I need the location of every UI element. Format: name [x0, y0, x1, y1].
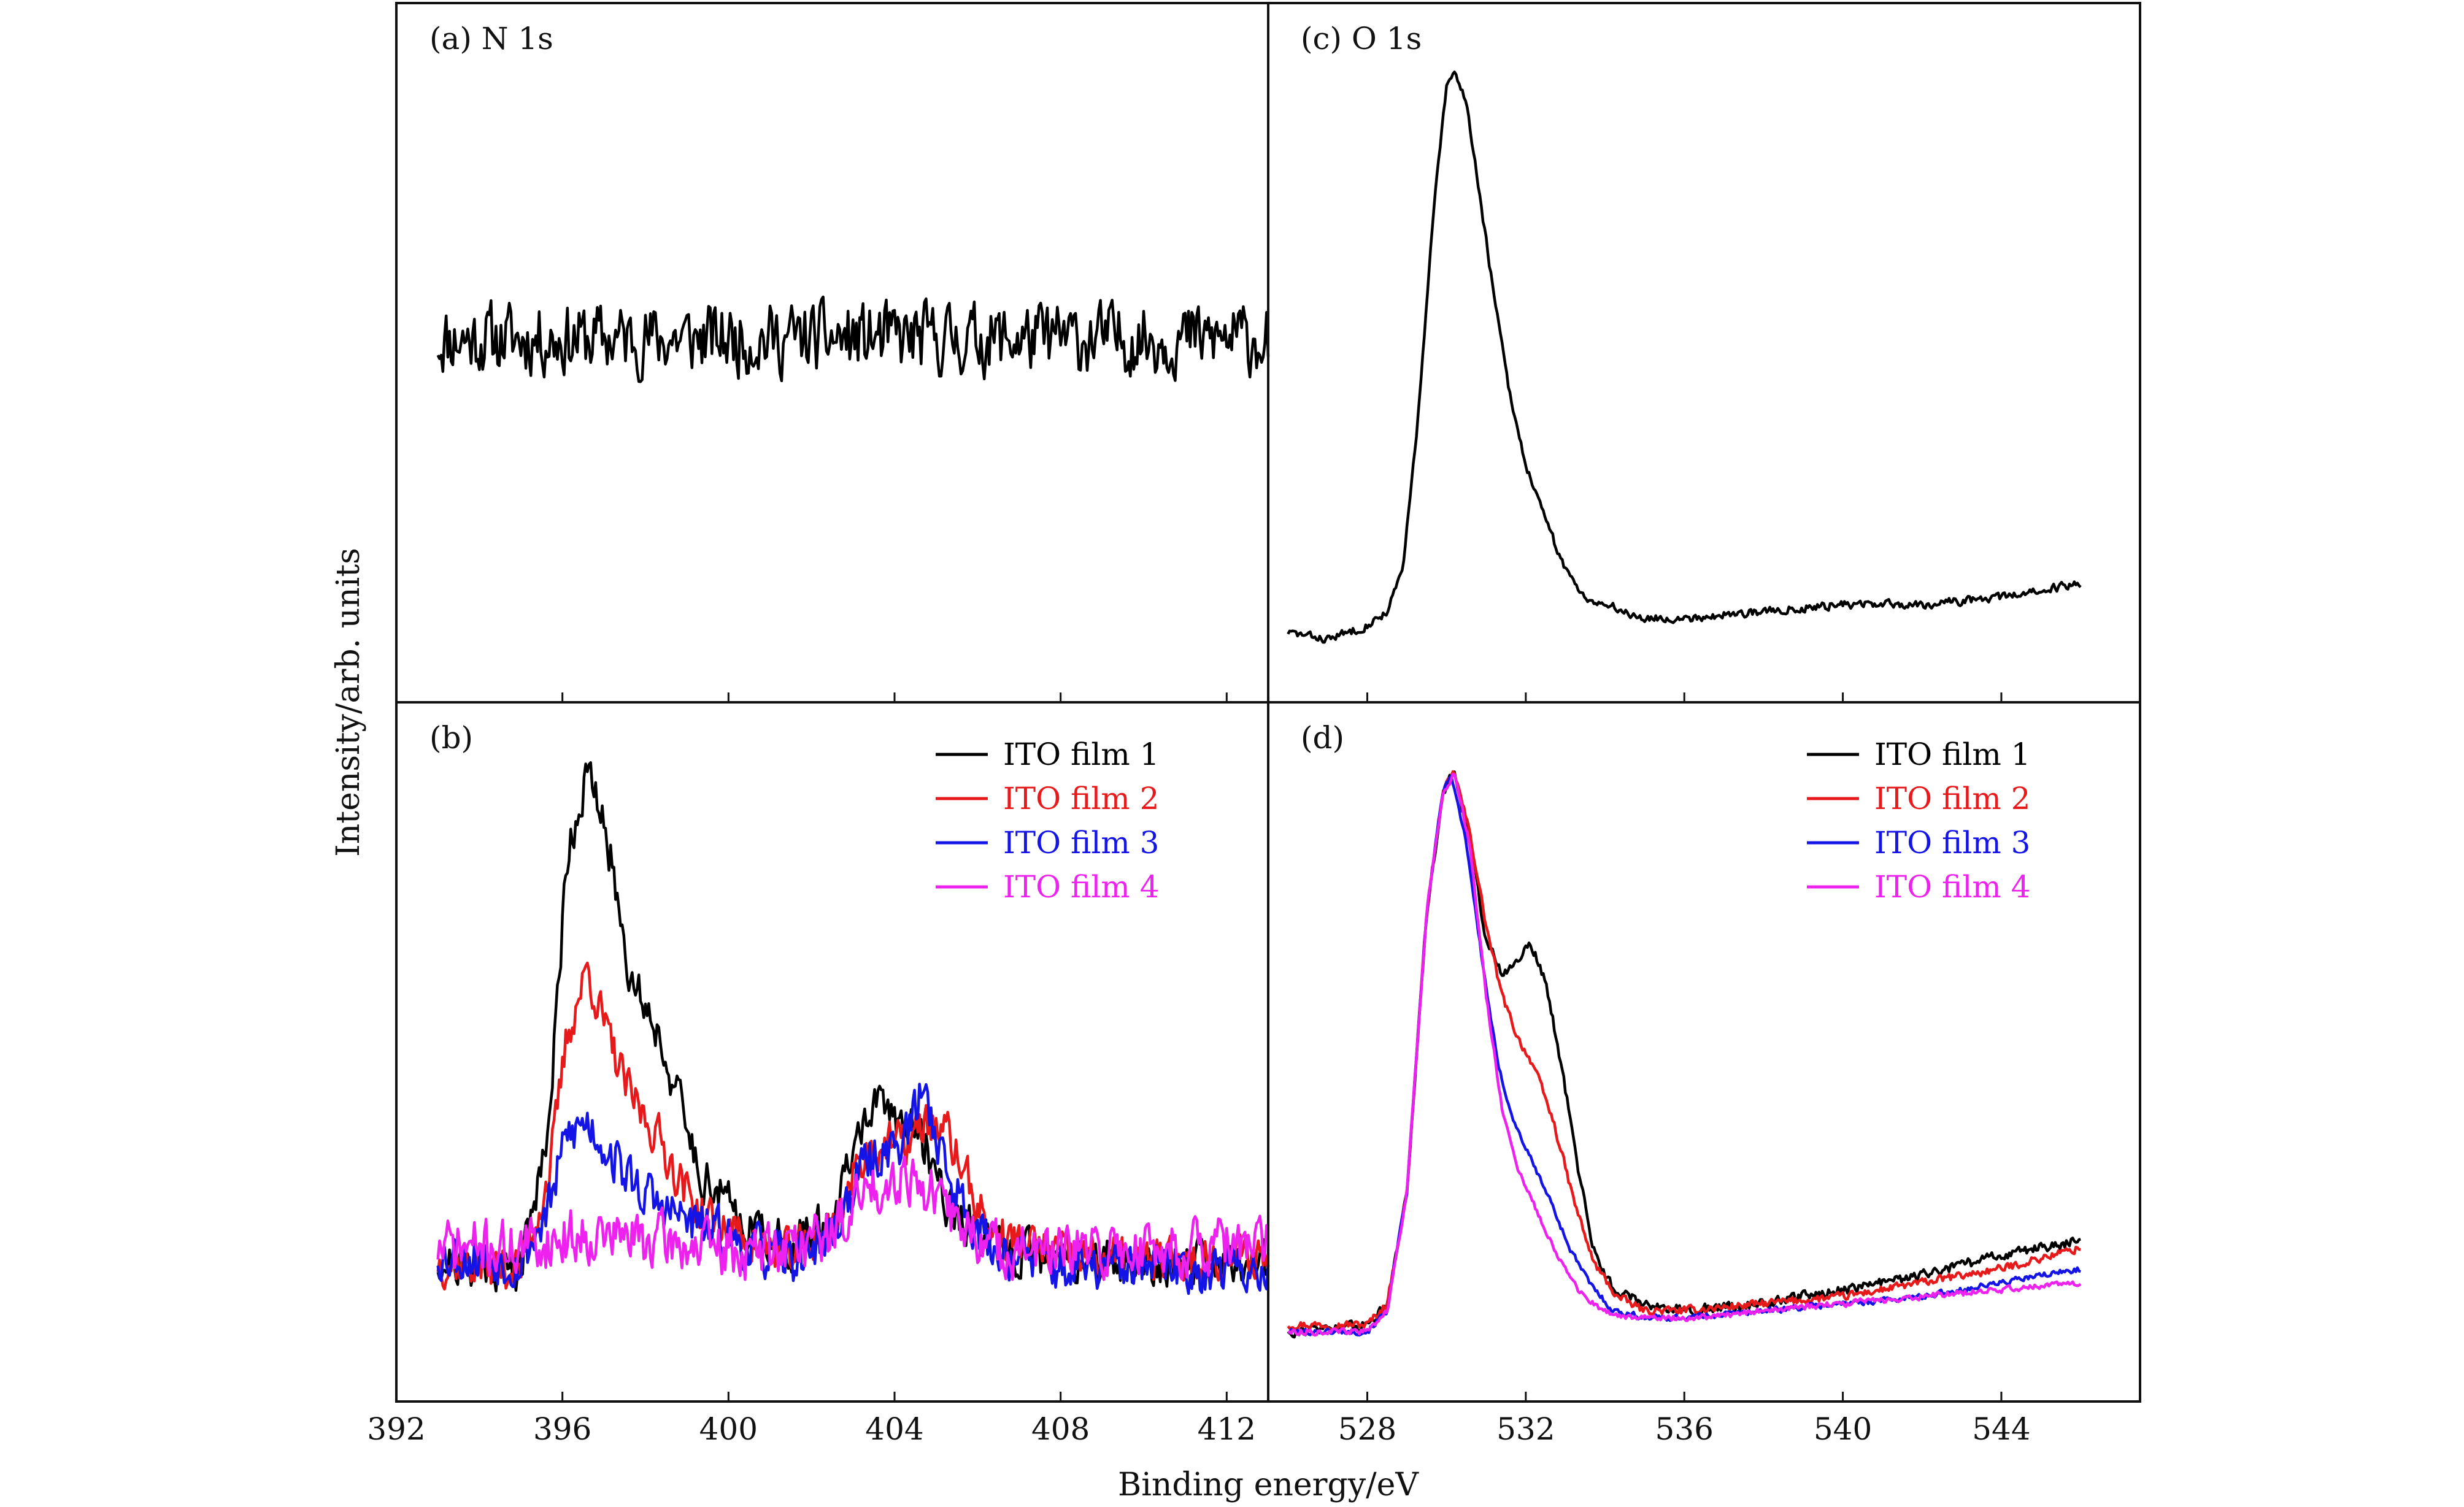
x-tick-label-b-404: 404 — [865, 1411, 923, 1447]
panel-d-legend: ITO film 1 ITO film 2 ITO film 3 ITO fil… — [1807, 737, 2030, 905]
legend-b-label-4: ITO film 4 — [1003, 869, 1159, 905]
y-axis-title: Intensity/arb. units — [330, 548, 367, 857]
panel-d-frame — [1267, 701, 2141, 1403]
panel-c-label: (c) O 1s — [1301, 21, 1422, 56]
panel-d-plot — [1287, 770, 2082, 1339]
legend-b-label-2: ITO film 2 — [1003, 781, 1159, 816]
x-tick-label-d-536: 536 — [1655, 1411, 1713, 1447]
x-tick-label-d-544: 544 — [1972, 1411, 2030, 1447]
panel-b-legend: ITO film 1 ITO film 2 ITO film 3 ITO fil… — [936, 737, 1159, 905]
legend-d-label-4: ITO film 4 — [1874, 869, 2030, 905]
x-tick-label-b-408: 408 — [1031, 1411, 1090, 1447]
panel-a-ticks — [395, 692, 1228, 702]
x-tick-label-b-396: 396 — [533, 1411, 591, 1447]
legend-d-label-1: ITO film 1 — [1874, 737, 2030, 772]
series-line-a-1 — [436, 295, 1270, 383]
panel-d-o1s-films: 528 532 536 540 544 (d) ITO film 1 ITO film … — [1267, 701, 2141, 1447]
legend-b-label-3: ITO film 3 — [1003, 825, 1159, 861]
panel-b-n1s-films: 392 396 400 404 408 412 (b) ITO film 1 ITO fi… — [367, 701, 1270, 1447]
series-line-c-1 — [1287, 71, 2082, 644]
panel-b-plot — [436, 761, 1270, 1295]
x-tick-label-b-412: 412 — [1198, 1411, 1256, 1447]
series-line-d-4 — [1287, 773, 2082, 1337]
panel-b-label: (b) — [429, 720, 473, 756]
legend-b-label-1: ITO film 1 — [1003, 737, 1159, 772]
x-tick-label-d-540: 540 — [1814, 1411, 1872, 1447]
panel-c-ticks — [1366, 692, 2003, 702]
x-tick-label-d-528: 528 — [1338, 1411, 1396, 1447]
panel-c-plot — [1287, 71, 2082, 644]
panel-a-plot — [436, 295, 1270, 383]
series-line-b-4 — [436, 1156, 1269, 1281]
legend-d-label-2: ITO film 2 — [1874, 781, 2030, 816]
x-tick-label-b-400: 400 — [699, 1411, 758, 1447]
legend-d-label-3: ITO film 3 — [1874, 825, 2030, 861]
panel-d-label: (d) — [1301, 720, 1344, 756]
x-tick-label-d-532: 532 — [1496, 1411, 1555, 1447]
x-axis-title: Binding energy/eV — [1118, 1467, 1419, 1503]
panel-b-ticks: 392 396 400 404 408 412 — [367, 1392, 1256, 1447]
panel-d-ticks: 528 532 536 540 544 — [1338, 1392, 2031, 1447]
x-tick-label-b-392: 392 — [367, 1411, 425, 1447]
panel-a-label: (a) N 1s — [429, 21, 553, 56]
